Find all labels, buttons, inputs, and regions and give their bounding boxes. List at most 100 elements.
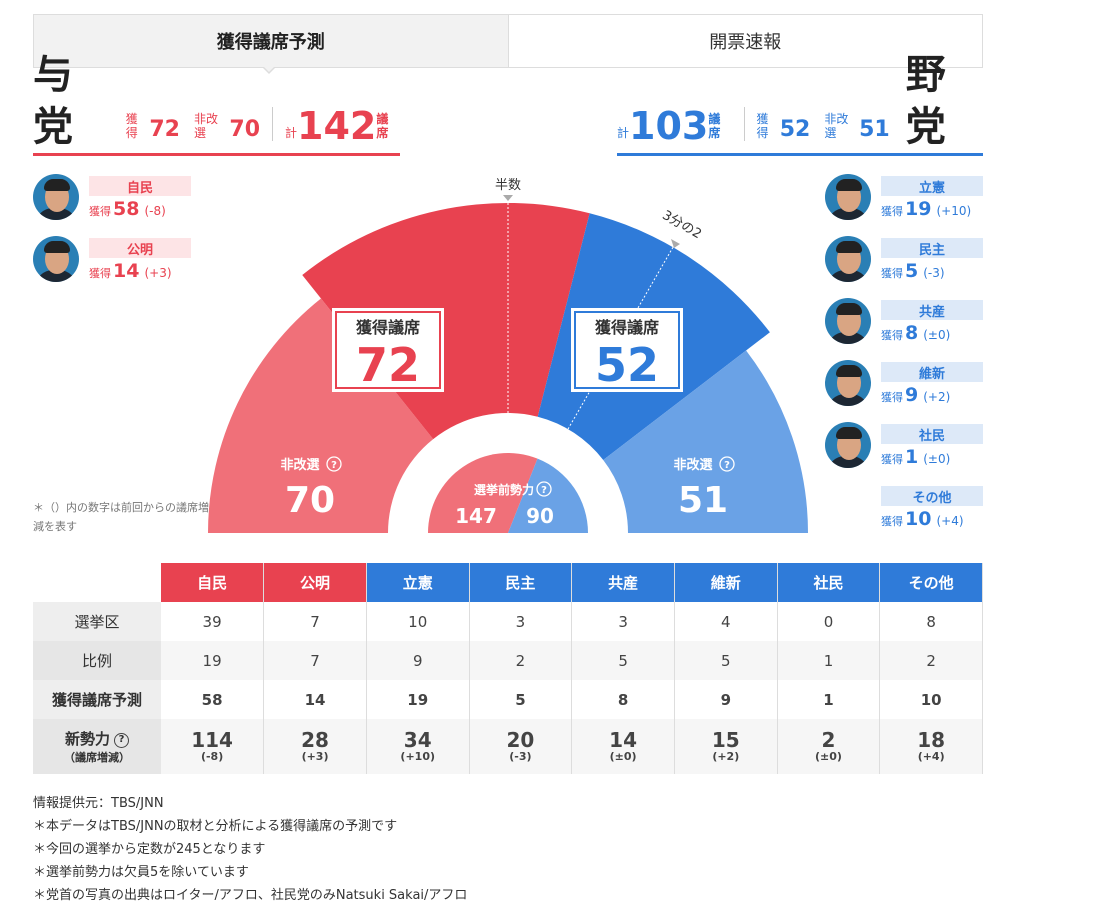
leader-photo: [825, 236, 871, 282]
new-power-value: 2: [821, 727, 836, 752]
party-card-cdp: 立憲 獲得 19 (+10): [825, 174, 985, 224]
new-power-value: 18: [917, 727, 946, 752]
party-name: 民主: [881, 238, 983, 258]
seat-diff: (+3): [144, 266, 172, 280]
opp-total-label: 計: [617, 126, 630, 140]
divider: [743, 107, 745, 141]
seat-count: 10: [905, 508, 932, 530]
leader-photo: [33, 236, 79, 282]
table-cell: 14: [263, 680, 367, 719]
table-cell: 1: [777, 680, 881, 719]
ruling-nonup-label: 非改選: [193, 112, 218, 140]
table-cell: 5: [571, 641, 675, 680]
won-label: 獲得: [881, 515, 903, 528]
table-row: 獲得議席予測 58 14 19 5 8 9 1 10: [33, 680, 983, 719]
won-box-bg: [332, 308, 444, 392]
new-power-value: 34: [403, 727, 432, 752]
help-icon-glyph: ?: [541, 485, 547, 496]
column-header: 立憲: [366, 563, 470, 602]
table-cell: 1: [777, 641, 881, 680]
row-header: 獲得議席予測: [33, 680, 161, 719]
table-cell: 9: [674, 680, 778, 719]
divider: [272, 107, 274, 141]
seat-diff: (-3): [923, 266, 945, 280]
party-name: 維新: [881, 362, 983, 382]
table-cell: 20 (-3): [469, 719, 573, 774]
table-cell: 19: [366, 680, 470, 719]
pre-election-ruling-value: 147: [455, 504, 497, 528]
table-cell: 8: [879, 602, 983, 641]
leader-photo: [33, 174, 79, 220]
table-cell: 28 (+3): [263, 719, 367, 774]
table-cell: 7: [263, 602, 367, 641]
half-label: 半数: [495, 178, 521, 193]
tab-seat-forecast[interactable]: 獲得議席予測: [34, 15, 508, 67]
party-seats: 獲得 58 (-8): [89, 198, 166, 220]
new-power-value: 14: [609, 727, 638, 752]
column-header: 維新: [674, 563, 778, 602]
table-row-new-power: 新勢力? （議席増減） 114 (-8) 28 (+3) 34 (+10) 20 (-3) 14 (±…: [33, 719, 983, 774]
column-header: 共産: [571, 563, 675, 602]
opposition-summary: 計 103 議席 獲得 52 非改選 51 野党: [617, 52, 983, 156]
table-cell: 15 (+2): [674, 719, 778, 774]
seat-diff: (+2): [923, 390, 951, 404]
party-seats: 獲得 14 (+3): [89, 260, 172, 282]
opp-nonup-value: 51: [859, 117, 890, 142]
pre-election-segment: [508, 458, 588, 533]
ruling-total-label: 計: [285, 126, 298, 140]
chart-marks: [326, 195, 735, 497]
new-power-value: 20: [506, 727, 535, 752]
new-power-diff: (+4): [917, 749, 945, 763]
won-label: 獲得: [89, 205, 111, 218]
tab-vote-count[interactable]: 開票速報: [507, 15, 983, 67]
party-card-jcp: 共産 獲得 8 (±0): [825, 298, 985, 348]
table-corner: [33, 563, 161, 602]
new-power-diff: (-8): [200, 749, 224, 763]
column-header: その他: [879, 563, 983, 602]
footer-line: 情報提供元：TBS/JNN: [33, 796, 164, 811]
party-seats: 獲得 1 (±0): [881, 446, 950, 468]
table-cell: 9: [366, 641, 470, 680]
seat-diff: (+4): [936, 514, 964, 528]
seat-count: 19: [905, 198, 932, 220]
footer-line: ＊今回の選挙から定数が245となります: [33, 842, 266, 857]
won-box-value: 52: [595, 338, 659, 392]
seat-segment: [603, 350, 808, 533]
seat-diff: (±0): [923, 452, 951, 466]
new-power-value: 15: [711, 727, 740, 752]
opp-total-unit: 議席: [708, 112, 721, 140]
column-header: 自民: [161, 563, 265, 602]
row-header-label: 新勢力?: [33, 728, 161, 749]
table-cell: 5: [674, 641, 778, 680]
help-icon[interactable]: ?: [114, 733, 129, 748]
row-header: 新勢力? （議席増減）: [33, 719, 161, 774]
table-cell: 7: [263, 641, 367, 680]
new-power-diff: (+2): [712, 749, 740, 763]
won-label: 獲得: [881, 391, 903, 404]
table-cell: 2 (±0): [777, 719, 881, 774]
opp-bloc-name: 野党: [905, 52, 946, 150]
help-icon: [719, 456, 735, 472]
table-cell: 2: [879, 641, 983, 680]
seat-diff: (+10): [936, 204, 972, 218]
ruling-won-value: 72: [149, 117, 180, 142]
ruling-bloc-name: 与党: [33, 52, 73, 150]
table-cell: 5: [469, 680, 573, 719]
opp-won-value: 52: [779, 117, 811, 142]
party-card-komeito: 公明 獲得 14 (+3): [33, 236, 193, 286]
won-box-label: 獲得議席: [595, 318, 659, 337]
won-box-label: 獲得議席: [356, 318, 420, 337]
half-marker-icon: [503, 195, 513, 201]
ruling-won-label: 獲得: [125, 112, 138, 140]
new-power-diff: (+10): [400, 749, 436, 763]
column-header: 社民: [777, 563, 881, 602]
footer-notes: 情報提供元：TBS/JNN ＊本データはTBS/JNNの取材と分析による獲得議席…: [33, 792, 467, 907]
leader-photo: [825, 422, 871, 468]
seat-count: 14: [113, 260, 140, 282]
table-cell: 0: [777, 602, 881, 641]
seat-count: 9: [905, 384, 919, 406]
seat-segment: [208, 298, 434, 533]
seat-segment: [302, 203, 590, 440]
